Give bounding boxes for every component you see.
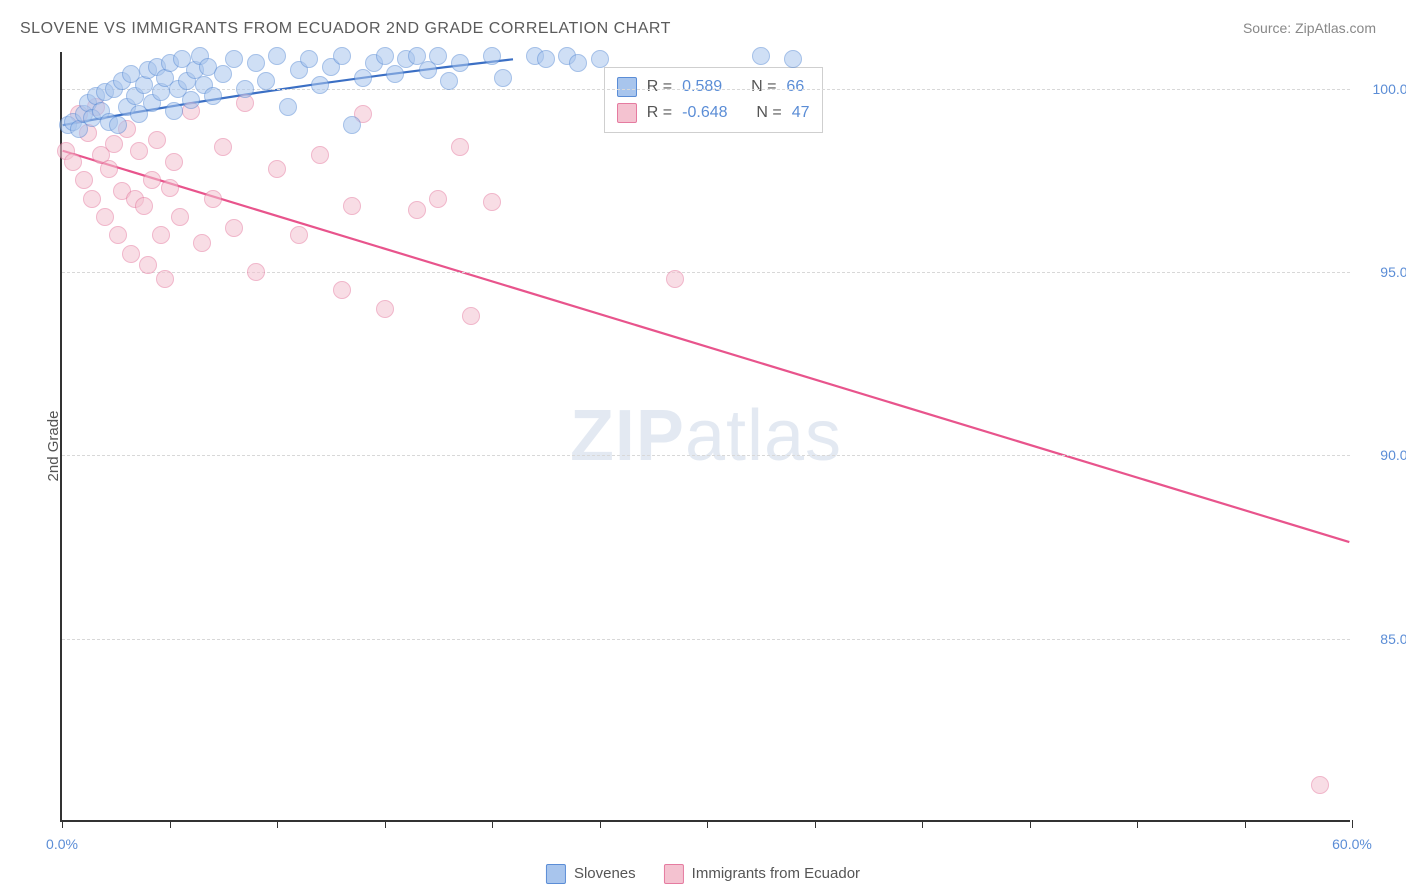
- point-pink: [96, 208, 114, 226]
- y-tick-label: 95.0%: [1380, 264, 1406, 280]
- stats-box: R = 0.589 N = 66R = -0.648 N = 47: [604, 67, 823, 132]
- point-pink: [343, 197, 361, 215]
- x-tick: [492, 820, 493, 828]
- point-pink: [204, 190, 222, 208]
- point-pink: [165, 153, 183, 171]
- point-blue: [257, 72, 275, 90]
- point-blue: [569, 54, 587, 72]
- y-tick-label: 90.0%: [1380, 447, 1406, 463]
- point-pink: [135, 197, 153, 215]
- point-pink: [143, 171, 161, 189]
- point-pink: [156, 270, 174, 288]
- point-blue: [354, 69, 372, 87]
- point-pink: [451, 138, 469, 156]
- chart-title: SLOVENE VS IMMIGRANTS FROM ECUADOR 2ND G…: [20, 20, 671, 38]
- plot-area: ZIPatlas R = 0.589 N = 66R = -0.648 N = …: [60, 52, 1350, 822]
- point-pink: [64, 153, 82, 171]
- point-blue: [109, 116, 127, 134]
- point-pink: [152, 226, 170, 244]
- point-pink: [666, 270, 684, 288]
- source-label: Source: ZipAtlas.com: [1243, 20, 1376, 36]
- point-pink: [122, 245, 140, 263]
- point-blue: [279, 98, 297, 116]
- stats-row: R = 0.589 N = 66: [617, 74, 810, 100]
- x-tick: [815, 820, 816, 828]
- x-tick: [1030, 820, 1031, 828]
- point-pink: [429, 190, 447, 208]
- x-tick: [385, 820, 386, 828]
- point-pink: [214, 138, 232, 156]
- point-blue: [236, 80, 254, 98]
- x-tick: [922, 820, 923, 828]
- point-blue: [182, 91, 200, 109]
- point-pink: [333, 281, 351, 299]
- point-pink: [1311, 776, 1329, 794]
- point-pink: [483, 193, 501, 211]
- point-blue: [752, 47, 770, 65]
- point-pink: [161, 179, 179, 197]
- point-blue: [386, 65, 404, 83]
- y-tick-label: 100.0%: [1373, 81, 1406, 97]
- point-blue: [204, 87, 222, 105]
- point-pink: [148, 131, 166, 149]
- legend-item: Immigrants from Ecuador: [664, 864, 860, 884]
- point-blue: [165, 102, 183, 120]
- point-pink: [311, 146, 329, 164]
- point-blue: [451, 54, 469, 72]
- gridline: [62, 89, 1350, 90]
- x-tick: [1137, 820, 1138, 828]
- trend-lines: [62, 52, 1350, 820]
- point-pink: [105, 135, 123, 153]
- x-tick: [62, 820, 63, 828]
- y-tick-label: 85.0%: [1380, 631, 1406, 647]
- point-pink: [100, 160, 118, 178]
- watermark: ZIPatlas: [570, 395, 842, 477]
- point-pink: [75, 171, 93, 189]
- x-tick: [1352, 820, 1353, 828]
- x-tick: [600, 820, 601, 828]
- point-pink: [109, 226, 127, 244]
- point-pink: [376, 300, 394, 318]
- point-pink: [193, 234, 211, 252]
- legend-bottom: Slovenes Immigrants from Ecuador: [546, 864, 860, 884]
- point-blue: [343, 116, 361, 134]
- point-blue: [419, 61, 437, 79]
- point-blue: [225, 50, 243, 68]
- point-pink: [171, 208, 189, 226]
- x-tick: [170, 820, 171, 828]
- point-pink: [139, 256, 157, 274]
- x-tick-label: 60.0%: [1332, 836, 1372, 852]
- legend-item: Slovenes: [546, 864, 636, 884]
- x-tick: [1245, 820, 1246, 828]
- point-blue: [268, 47, 286, 65]
- point-pink: [290, 226, 308, 244]
- point-blue: [214, 65, 232, 83]
- point-blue: [591, 50, 609, 68]
- point-pink: [225, 219, 243, 237]
- point-pink: [268, 160, 286, 178]
- point-blue: [333, 47, 351, 65]
- x-tick-label: 0.0%: [46, 836, 78, 852]
- point-blue: [300, 50, 318, 68]
- point-blue: [494, 69, 512, 87]
- gridline: [62, 455, 1350, 456]
- point-pink: [130, 142, 148, 160]
- point-blue: [537, 50, 555, 68]
- point-pink: [247, 263, 265, 281]
- stats-row: R = -0.648 N = 47: [617, 100, 810, 126]
- x-tick: [707, 820, 708, 828]
- point-pink: [83, 190, 101, 208]
- point-blue: [376, 47, 394, 65]
- point-blue: [247, 54, 265, 72]
- x-tick: [277, 820, 278, 828]
- point-blue: [440, 72, 458, 90]
- point-pink: [408, 201, 426, 219]
- gridline: [62, 639, 1350, 640]
- point-blue: [311, 76, 329, 94]
- point-pink: [462, 307, 480, 325]
- point-blue: [784, 50, 802, 68]
- point-blue: [483, 47, 501, 65]
- point-blue: [429, 47, 447, 65]
